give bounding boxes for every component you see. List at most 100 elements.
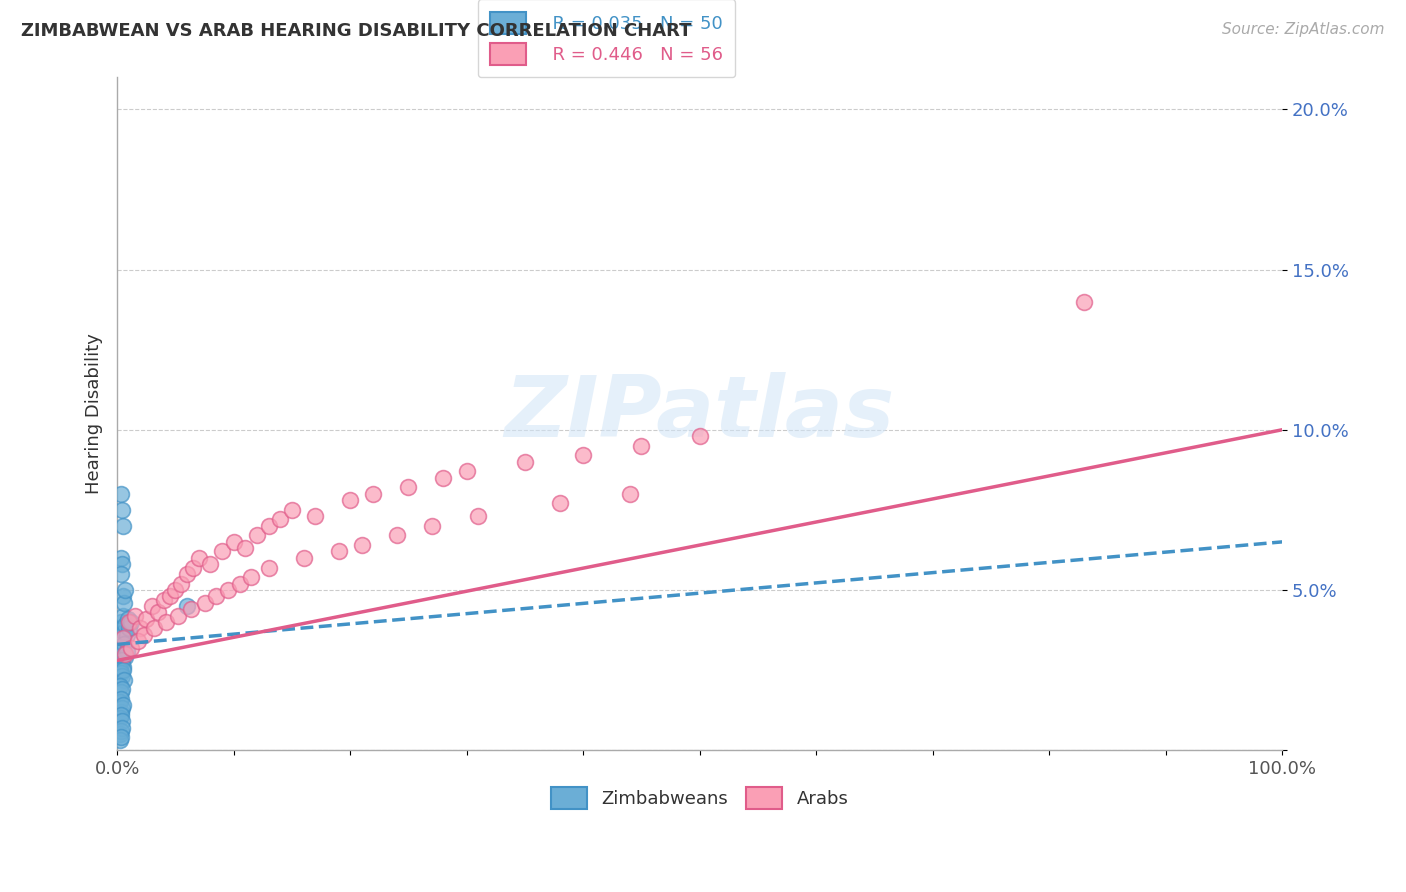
- Point: [143, 621, 166, 635]
- Point: [200, 558, 222, 572]
- Point: [467, 509, 489, 524]
- Point: [132, 628, 155, 642]
- Point: [304, 509, 326, 524]
- Point: [269, 512, 291, 526]
- Point: [111, 640, 134, 655]
- Point: [166, 608, 188, 623]
- Point: [114, 582, 136, 597]
- Point: [118, 621, 141, 635]
- Point: [110, 707, 132, 722]
- Point: [110, 487, 132, 501]
- Point: [246, 528, 269, 542]
- Point: [572, 449, 595, 463]
- Point: [135, 612, 157, 626]
- Point: [689, 429, 711, 443]
- Point: [112, 596, 135, 610]
- Point: [155, 615, 177, 629]
- Point: [110, 705, 132, 719]
- Point: [159, 590, 181, 604]
- Point: [111, 698, 134, 713]
- Point: [111, 682, 134, 697]
- Point: [124, 608, 146, 623]
- Point: [112, 673, 135, 687]
- Point: [108, 663, 131, 677]
- Point: [110, 723, 132, 738]
- Point: [110, 731, 132, 745]
- Point: [630, 439, 652, 453]
- Point: [108, 695, 131, 709]
- Point: [111, 631, 134, 645]
- Point: [363, 487, 385, 501]
- Point: [193, 596, 215, 610]
- Point: [146, 605, 169, 619]
- Point: [110, 691, 132, 706]
- Point: [110, 566, 132, 581]
- Point: [129, 621, 152, 635]
- Point: [114, 647, 136, 661]
- Text: ZIMBABWEAN VS ARAB HEARING DISABILITY CORRELATION CHART: ZIMBABWEAN VS ARAB HEARING DISABILITY CO…: [21, 22, 692, 40]
- Point: [110, 657, 132, 671]
- Point: [111, 519, 134, 533]
- Point: [240, 570, 263, 584]
- Point: [233, 541, 256, 556]
- Point: [111, 503, 134, 517]
- Legend: Zimbabweans, Arabs: Zimbabweans, Arabs: [538, 774, 862, 822]
- Point: [108, 711, 131, 725]
- Point: [127, 634, 149, 648]
- Point: [111, 608, 134, 623]
- Point: [110, 685, 132, 699]
- Point: [217, 582, 239, 597]
- Point: [111, 653, 134, 667]
- Point: [110, 550, 132, 565]
- Y-axis label: Hearing Disability: Hearing Disability: [86, 334, 103, 494]
- Point: [110, 615, 132, 629]
- Point: [339, 493, 361, 508]
- Point: [111, 701, 134, 715]
- Point: [257, 560, 280, 574]
- Point: [111, 714, 134, 729]
- Point: [432, 471, 454, 485]
- Point: [281, 503, 304, 517]
- Point: [292, 550, 315, 565]
- Point: [1073, 294, 1095, 309]
- Point: [456, 464, 478, 478]
- Point: [180, 602, 202, 616]
- Point: [111, 621, 134, 635]
- Point: [118, 615, 141, 629]
- Point: [111, 660, 134, 674]
- Point: [120, 615, 142, 629]
- Point: [420, 519, 443, 533]
- Point: [114, 650, 136, 665]
- Point: [222, 534, 245, 549]
- Point: [548, 496, 571, 510]
- Point: [111, 558, 134, 572]
- Point: [111, 721, 134, 735]
- Point: [211, 544, 233, 558]
- Point: [257, 519, 280, 533]
- Point: [111, 669, 134, 683]
- Point: [108, 679, 131, 693]
- Point: [513, 455, 536, 469]
- Point: [165, 582, 187, 597]
- Point: [170, 576, 193, 591]
- Point: [176, 599, 198, 613]
- Point: [228, 576, 250, 591]
- Point: [328, 544, 350, 558]
- Point: [187, 550, 209, 565]
- Point: [114, 618, 136, 632]
- Point: [176, 566, 198, 581]
- Text: Source: ZipAtlas.com: Source: ZipAtlas.com: [1222, 22, 1385, 37]
- Point: [108, 631, 131, 645]
- Point: [111, 644, 134, 658]
- Point: [120, 640, 142, 655]
- Point: [110, 666, 132, 681]
- Point: [115, 628, 138, 642]
- Point: [108, 727, 131, 741]
- Point: [108, 733, 131, 747]
- Point: [396, 480, 419, 494]
- Point: [619, 487, 641, 501]
- Point: [110, 647, 132, 661]
- Point: [111, 590, 134, 604]
- Point: [141, 599, 163, 613]
- Point: [112, 637, 135, 651]
